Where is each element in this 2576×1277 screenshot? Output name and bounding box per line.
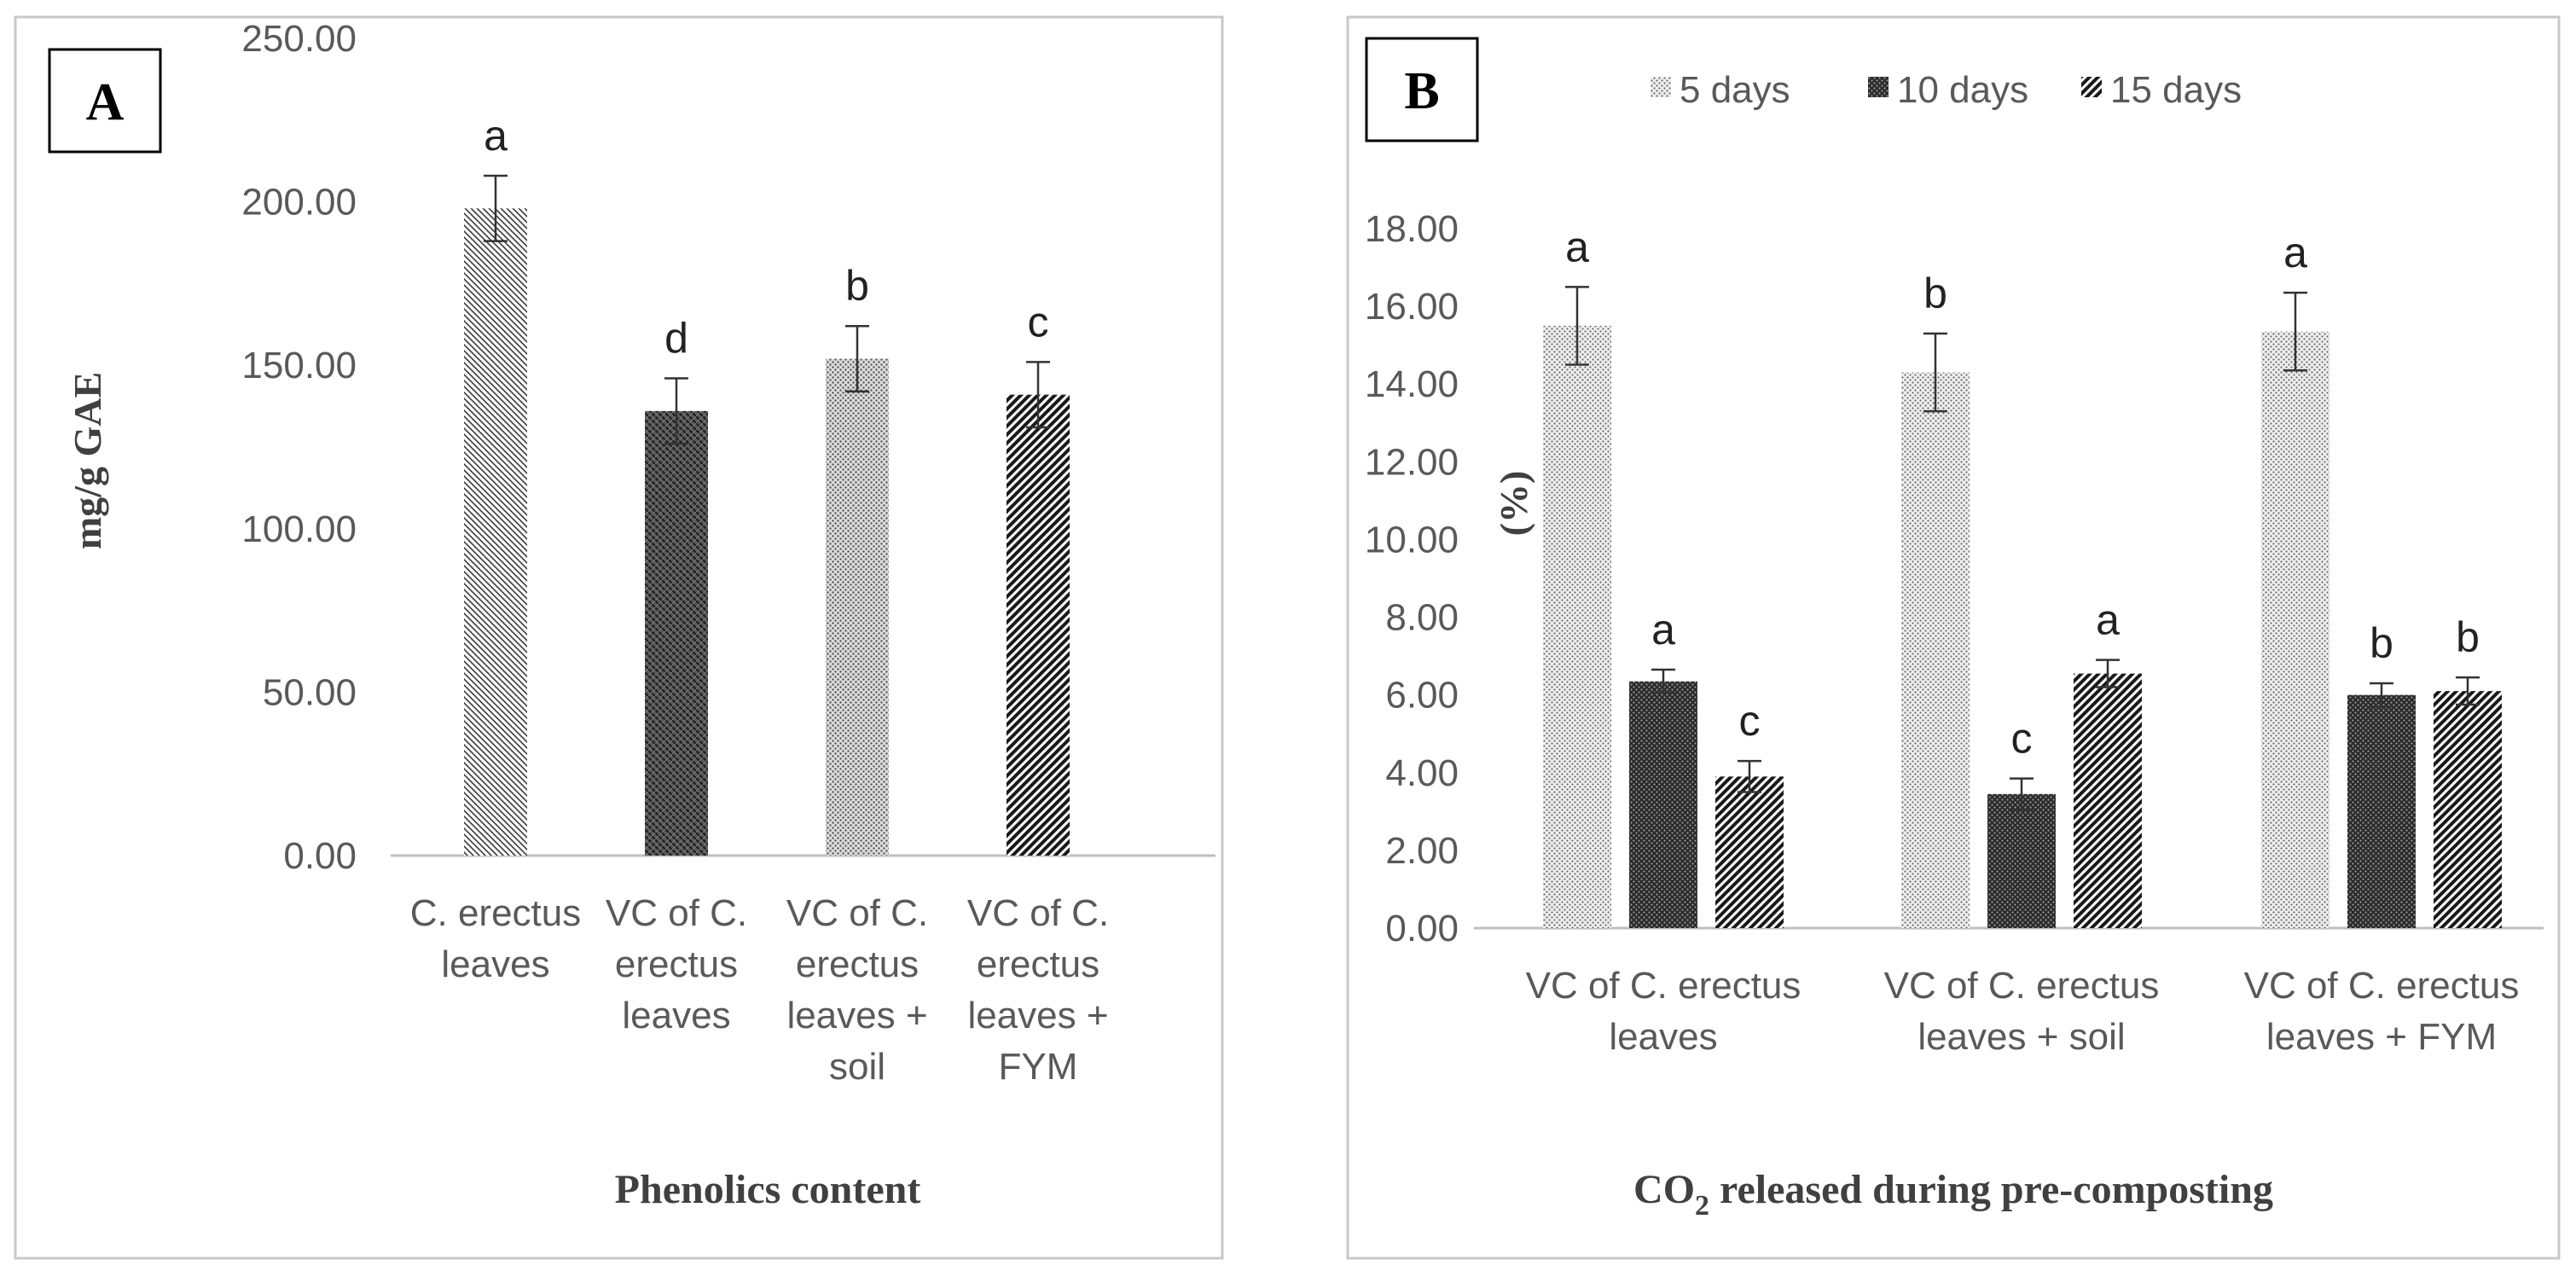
- panel-a-y-tick-label: 100.00: [241, 508, 357, 550]
- panel-a-category-label: leaves: [441, 943, 549, 985]
- panel-b-bar: [1901, 372, 1970, 928]
- panel-b-significance-letter: c: [1739, 697, 1761, 745]
- panel-b-legend-label: 5 days: [1680, 69, 1790, 111]
- panel-b-category-label: VC of C. erectus: [1526, 965, 1801, 1007]
- panel-b-y-tick-label: 12.00: [1365, 441, 1459, 483]
- panel-b-category-labels: VC of C. erectus leaves VC of C. erectus le…: [1526, 965, 2520, 1058]
- panel-b-y-axis-label: (%): [1492, 471, 1535, 537]
- panel-b-legend-swatch: [1651, 77, 1671, 97]
- panel-a-category-label: erectus: [796, 943, 919, 985]
- panel-a-y-tick-label: 50.00: [263, 671, 357, 713]
- panel-b-bar: [1543, 325, 1611, 928]
- panel-a-y-tick-label: 250.00: [241, 18, 357, 60]
- panel-b-y-ticks: 0.00 2.00 4.00 6.00 8.00 10.00 12.00 14.00 16.00…: [1365, 208, 1459, 949]
- panel-b-significance-letter: b: [2456, 613, 2480, 661]
- panel-b-bars: a b a a c b c a b: [1543, 223, 2502, 928]
- panel-a-category-label: VC of C.: [967, 892, 1109, 934]
- panel-a-category-label: VC of C.: [786, 892, 928, 934]
- panel-b-bar: [1987, 793, 2056, 928]
- panel-b-legend: 5 days 10 days 15 days: [1651, 69, 2242, 111]
- panel-b-legend-swatch: [1868, 77, 1888, 97]
- panel-b-title-main: CO: [1633, 1167, 1695, 1212]
- panel-a-bar: [1007, 394, 1070, 856]
- panel-b-category-label: leaves + FYM: [2266, 1016, 2497, 1058]
- panel-a-category-label: erectus: [977, 943, 1099, 985]
- panel-b-bar: [1715, 776, 1784, 928]
- panel-b-y-tick-label: 10.00: [1365, 519, 1459, 560]
- panel-a-category-label: soil: [829, 1046, 885, 1088]
- panel-b-significance-letter: c: [2011, 715, 2033, 763]
- panel-a-significance-letter: b: [845, 262, 869, 310]
- panel-b-significance-letter: a: [1565, 223, 1589, 270]
- panel-b-bar: [2074, 673, 2142, 928]
- panel-a-title: Phenolics content: [615, 1167, 921, 1212]
- panel-b-legend-label: 10 days: [1897, 69, 2028, 111]
- panel-a-category-label: erectus: [615, 943, 738, 985]
- panel-b-category-label: VC of C. erectus: [1884, 965, 2160, 1007]
- panel-b-significance-letter: b: [2370, 619, 2393, 667]
- panel-b-border: [1346, 15, 2561, 1260]
- panel-a-category-label: leaves: [622, 995, 730, 1036]
- panel-a-y-axis-label: mg/g GAE: [66, 372, 109, 549]
- panel-a-bars: a d b c: [464, 112, 1070, 856]
- panel-b-category-label: leaves + soil: [1917, 1016, 2125, 1058]
- panel-b-bar: [2261, 331, 2329, 928]
- panel-b-letter-box: [1365, 37, 1479, 142]
- panel-a-category-label: leaves +: [786, 995, 927, 1036]
- panel-a-category-label: C. erectus: [410, 892, 582, 934]
- panel-a-letter: A: [86, 73, 125, 131]
- panel-b-significance-letter: b: [1923, 270, 1947, 317]
- panel-a-significance-letter: a: [484, 112, 508, 160]
- panel-b-letter: B: [1404, 62, 1439, 120]
- panel-b: B 5 days 10 days 15 days (%) 0.00 2.00 4.00 6…: [1346, 15, 2561, 1260]
- panel-a-bar: [645, 410, 708, 856]
- panel-b-significance-letter: a: [2283, 229, 2307, 276]
- panel-b-legend-label: 15 days: [2110, 69, 2242, 111]
- panel-a-y-tick-label: 0.00: [283, 835, 357, 877]
- panel-a-bar: [826, 358, 889, 856]
- panel-b-category-label: leaves: [1609, 1016, 1717, 1058]
- panel-b-bar: [1629, 681, 1697, 928]
- panel-b-bar: [2434, 691, 2502, 928]
- panel-a-y-ticks: 0.00 50.00 100.00 150.00 200.00 250.00: [241, 18, 357, 877]
- panel-b-category-label: VC of C. erectus: [2244, 965, 2520, 1007]
- panel-a-bar: [464, 208, 527, 856]
- panel-a-category-labels: C. erectus leaves VC of C. erectus leaves VC …: [410, 892, 1109, 1088]
- panel-b-y-tick-label: 8.00: [1385, 597, 1459, 639]
- panel-a-letter-box: [48, 48, 162, 154]
- panel-b-y-tick-label: 0.00: [1385, 908, 1459, 949]
- panel-b-y-tick-label: 4.00: [1385, 752, 1459, 794]
- panel-b-y-tick-label: 18.00: [1365, 208, 1459, 250]
- panel-b-y-tick-label: 2.00: [1385, 830, 1459, 872]
- panel-a-significance-letter: d: [664, 315, 688, 363]
- panel-b-y-tick-label: 14.00: [1365, 363, 1459, 405]
- panel-b-significance-letter: a: [1651, 606, 1675, 653]
- panel-b-title-sub: 2: [1695, 1190, 1709, 1222]
- panel-b-legend-swatch: [2081, 77, 2102, 97]
- panel-a: A mg/g GAE 0.00 50.00 100.00 150.00 200.00 25…: [14, 15, 1224, 1260]
- panel-a-category-label: VC of C.: [606, 892, 747, 934]
- panel-a-y-tick-label: 200.00: [241, 182, 357, 223]
- panel-a-category-label: leaves +: [967, 995, 1108, 1036]
- panel-b-title: CO2 released during pre-composting: [1633, 1167, 2273, 1222]
- panel-a-category-label: FYM: [999, 1046, 1078, 1088]
- panel-b-significance-letter: a: [2096, 596, 2120, 644]
- panel-a-border: [14, 15, 1224, 1260]
- panel-a-significance-letter: c: [1028, 298, 1049, 345]
- panel-a-y-tick-label: 150.00: [241, 345, 357, 386]
- panel-b-bar: [2347, 694, 2416, 928]
- panel-b-y-tick-label: 16.00: [1365, 286, 1459, 328]
- panel-b-title-rest: released during pre-composting: [1709, 1167, 2273, 1212]
- panel-b-y-tick-label: 6.00: [1385, 675, 1459, 717]
